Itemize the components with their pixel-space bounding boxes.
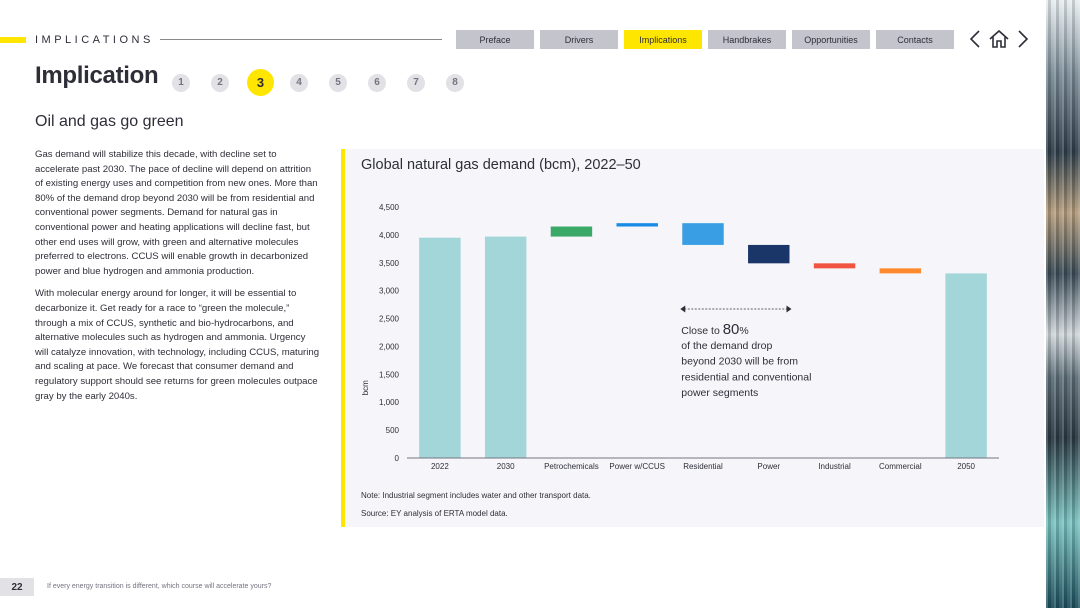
- annotation-line-4: residential and conventional: [681, 371, 811, 383]
- annotation-highlight: 80: [723, 321, 740, 338]
- annotation-prefix: Close to: [681, 325, 722, 337]
- arrow-left-head: [680, 305, 686, 313]
- bar-2022: [419, 237, 461, 458]
- nav-tab-contacts[interactable]: Contacts: [876, 30, 954, 49]
- y-tick-label: 4,500: [379, 203, 400, 212]
- city-photo-strip: [1046, 0, 1080, 608]
- chevron-left-icon[interactable]: [968, 28, 982, 55]
- top-nav: Preface Drivers Implications Handbrakes …: [456, 30, 954, 49]
- step-4[interactable]: 4: [290, 73, 308, 92]
- annotation-line-1: Close to 80%: [681, 321, 748, 338]
- x-tick-label: Industrial: [818, 462, 851, 471]
- x-tick-label: 2030: [497, 462, 515, 471]
- y-axis-label: bcm: [361, 380, 370, 395]
- y-tick-label: 500: [386, 426, 400, 435]
- home-icon[interactable]: [988, 28, 1010, 55]
- y-tick-label: 2,500: [379, 315, 400, 324]
- step-3-active[interactable]: 3: [247, 69, 274, 96]
- body-text: Gas demand will stabilize this decade, w…: [35, 148, 320, 412]
- step-7[interactable]: 7: [407, 73, 425, 92]
- step-1[interactable]: 1: [172, 73, 190, 92]
- bar-petrochemicals: [550, 226, 593, 237]
- step-5[interactable]: 5: [329, 73, 347, 92]
- bar-power: [748, 244, 790, 264]
- x-tick-label: Residential: [683, 462, 723, 471]
- x-tick-label: 2022: [431, 462, 449, 471]
- chart-note: Note: Industrial segment includes water …: [361, 491, 591, 500]
- x-tick-label: Petrochemicals: [544, 462, 599, 471]
- step-2[interactable]: 2: [211, 73, 229, 92]
- y-tick-label: 1,500: [379, 370, 400, 379]
- y-tick-label: 3,000: [379, 287, 400, 296]
- x-tick-label: Power w/CCUS: [609, 462, 665, 471]
- page-title: Implication: [35, 62, 159, 89]
- chart-title: Global natural gas demand (bcm), 2022–50: [361, 157, 641, 173]
- nav-tab-implications[interactable]: Implications: [624, 30, 702, 49]
- y-tick-label: 3,500: [379, 259, 400, 268]
- body-paragraph-1: Gas demand will stabilize this decade, w…: [35, 149, 318, 277]
- section-accent-bar: [0, 37, 26, 43]
- waterfall-chart: bcm 0 500 1,000 1,500 2,000 2,500 3,000 3,500 4,0…: [361, 203, 999, 471]
- y-tick-label: 2,000: [379, 342, 400, 351]
- annotation-line-5: power segments: [681, 387, 758, 399]
- bar-2050: [945, 273, 987, 458]
- nav-tab-drivers[interactable]: Drivers: [540, 30, 618, 49]
- bar-industrial: [813, 263, 856, 269]
- nav-tab-opportunities[interactable]: Opportunities: [792, 30, 870, 49]
- x-tick-label: 2050: [957, 462, 975, 471]
- step-navigator: 1 2 3 4 5 6 7 8: [172, 69, 485, 96]
- header-divider: [160, 39, 442, 40]
- y-tick-label: 4,000: [379, 231, 400, 240]
- bar-2030: [484, 236, 527, 458]
- bar-residential: [682, 223, 724, 245]
- x-tick-label: Commercial: [879, 462, 922, 471]
- annotation-line-3: beyond 2030 will be from: [681, 356, 798, 368]
- section-label: IMPLICATIONS: [35, 34, 154, 46]
- nav-icons: [968, 28, 1030, 55]
- page-number: 22: [0, 578, 34, 596]
- step-8[interactable]: 8: [446, 73, 464, 92]
- chart-source: Source: EY analysis of ERTA model data.: [361, 509, 508, 518]
- annotation-suffix: %: [739, 325, 748, 337]
- chart-panel-accent: [341, 149, 345, 527]
- bar-commercial: [879, 268, 922, 274]
- section-subtitle: Oil and gas go green: [35, 113, 184, 130]
- body-paragraph-2: With molecular energy around for longer,…: [35, 288, 320, 402]
- x-tick-label: Power: [757, 462, 780, 471]
- nav-tab-handbrakes[interactable]: Handbrakes: [708, 30, 786, 49]
- bar-power-w-ccus: [616, 223, 658, 227]
- y-tick-label: 1,000: [379, 398, 400, 407]
- arrow-right-head: [786, 305, 792, 313]
- step-6[interactable]: 6: [368, 73, 386, 92]
- footer-tagline: If every energy transition is different,…: [47, 583, 272, 590]
- chevron-right-icon[interactable]: [1016, 28, 1030, 55]
- y-tick-label: 0: [395, 454, 400, 463]
- nav-tab-preface[interactable]: Preface: [456, 30, 534, 49]
- annotation-line-2: of the demand drop: [681, 340, 772, 352]
